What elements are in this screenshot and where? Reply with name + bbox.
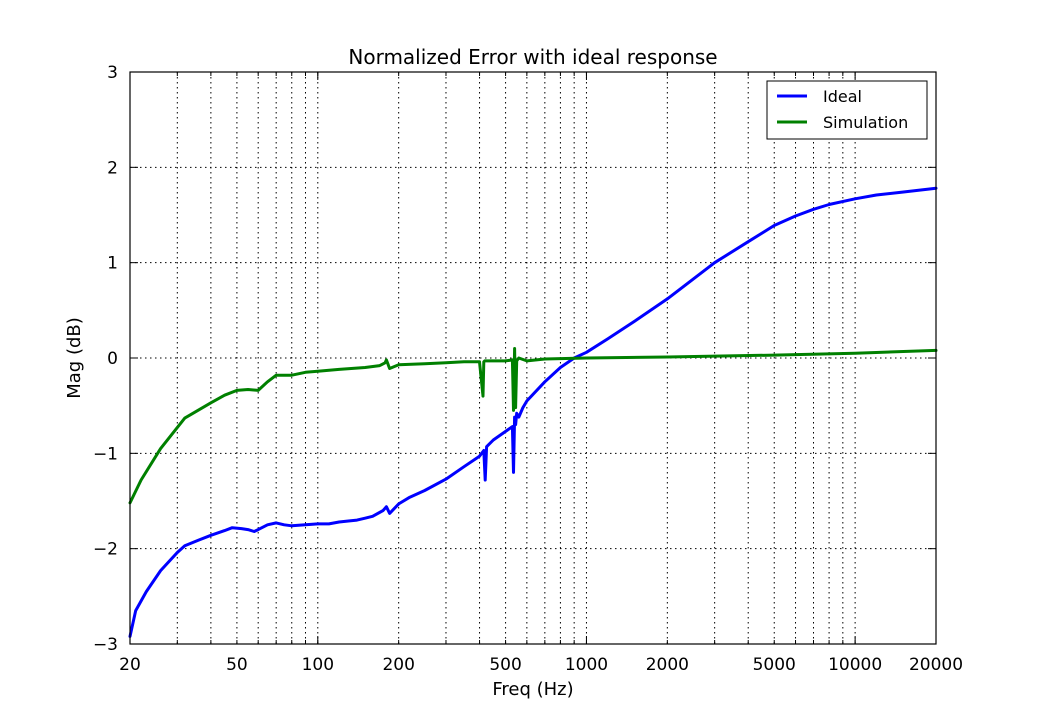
legend-label-ideal: Ideal (823, 87, 862, 106)
legend-label-simulation: Simulation (823, 113, 908, 132)
y-tick-label: 1 (107, 254, 118, 274)
y-tick-label: −2 (93, 540, 118, 560)
y-tick-label: 2 (107, 158, 118, 178)
x-tick-label: 1000 (565, 655, 608, 675)
y-axis-label: Mag (dB) (64, 317, 85, 399)
x-tick-label: 2000 (646, 655, 689, 675)
chart-title: Normalized Error with ideal response (348, 45, 717, 69)
tick-layer: 3 2 1 0 −1 −2 −320 50 100 200 500 1000 2000 5000 10000… (93, 63, 963, 675)
x-axis-label: Freq (Hz) (492, 679, 573, 700)
x-tick-label: 500 (489, 655, 521, 675)
y-tick-label: 3 (107, 63, 118, 83)
x-tick-label: 20 (119, 655, 141, 675)
x-tick-label: 5000 (753, 655, 796, 675)
x-tick-label: 100 (302, 655, 334, 675)
y-tick-label: −1 (93, 444, 118, 464)
y-tick-label: 0 (107, 349, 118, 369)
series-line-ideal (128, 186, 938, 638)
x-tick-label: 200 (382, 655, 414, 675)
x-tick-label: 10000 (828, 655, 882, 675)
x-tick-label: 50 (226, 655, 248, 675)
x-tick-label: 20000 (909, 655, 963, 675)
y-tick-label: −3 (93, 635, 118, 655)
series-line-simulation (128, 347, 938, 505)
grid-layer (130, 72, 936, 644)
legend-box (766, 80, 928, 140)
series-layer (128, 186, 938, 638)
legend: Ideal Simulation (766, 80, 928, 140)
